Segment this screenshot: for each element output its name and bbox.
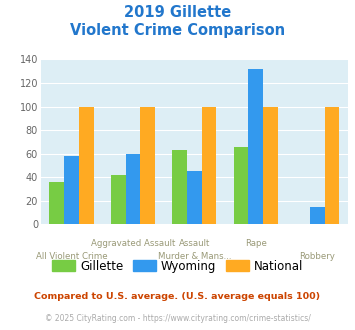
Text: Assault: Assault: [179, 239, 210, 248]
Text: © 2025 CityRating.com - https://www.cityrating.com/crime-statistics/: © 2025 CityRating.com - https://www.city…: [45, 314, 310, 323]
Text: Violent Crime Comparison: Violent Crime Comparison: [70, 23, 285, 38]
Text: All Violent Crime: All Violent Crime: [36, 252, 107, 261]
Text: 2019 Gillette: 2019 Gillette: [124, 5, 231, 20]
Bar: [263, 107, 278, 224]
Bar: [126, 154, 140, 224]
Text: Rape: Rape: [245, 239, 267, 248]
Bar: [111, 175, 126, 224]
Bar: [187, 171, 202, 224]
Bar: [79, 107, 94, 224]
Bar: [234, 147, 248, 224]
Bar: [310, 207, 324, 224]
Text: Compared to U.S. average. (U.S. average equals 100): Compared to U.S. average. (U.S. average …: [34, 292, 321, 301]
Bar: [140, 107, 155, 224]
Text: Murder & Mans...: Murder & Mans...: [158, 252, 231, 261]
Bar: [49, 182, 64, 224]
Bar: [202, 107, 217, 224]
Bar: [172, 150, 187, 224]
Bar: [324, 107, 339, 224]
Bar: [64, 156, 79, 224]
Text: Aggravated Assault: Aggravated Assault: [91, 239, 175, 248]
Bar: [248, 69, 263, 224]
Text: Robbery: Robbery: [299, 252, 335, 261]
Legend: Gillette, Wyoming, National: Gillette, Wyoming, National: [47, 255, 308, 278]
